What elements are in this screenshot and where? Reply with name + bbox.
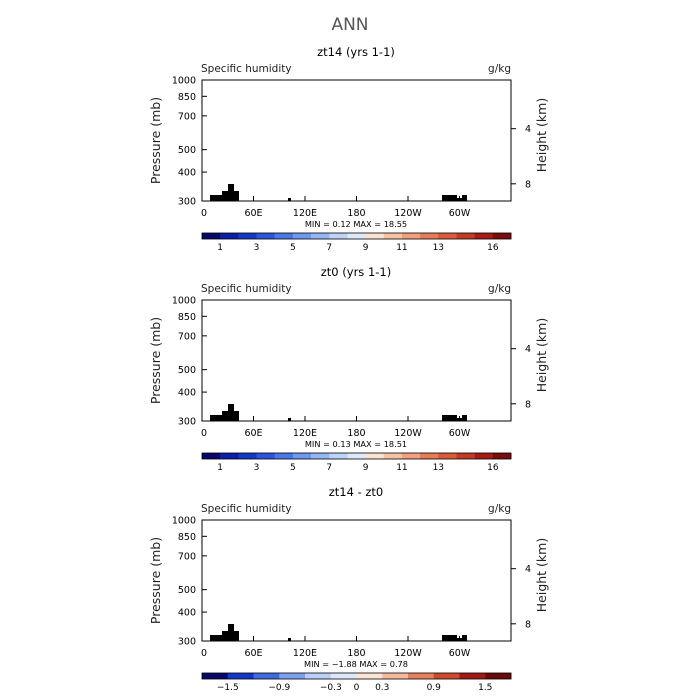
y-axis-right: 84 [511,124,531,190]
colorbar-swatch [274,233,294,239]
colorbar-swatch [365,233,385,239]
plot-frame [201,79,512,202]
colorbar-swatch [329,233,348,239]
y-axis-title: Pressure (mb) [148,97,163,184]
colorbar-swatch [220,233,239,239]
topography-mask [210,184,467,201]
colorbar-swatch [401,233,421,239]
colorbar-swatch [347,233,366,239]
colorbar-label: 9 [363,243,369,253]
colorbar-label: 13 [433,243,444,253]
y-axis-left: 300 400 500 700 850 1000 [172,76,207,208]
min-max-label: MIN = 0.12 MAX = 18.55 [305,219,407,229]
colorbar-swatch [311,233,330,239]
y-tick-label: 400 [178,168,196,179]
colorbar-label: 1 [217,243,223,253]
colorbar-label: 7 [326,243,332,253]
y-right-tick-label: 4 [525,124,531,135]
colorbar-label: 3 [254,243,260,253]
colorbar: 1 3 5 7 9 11 13 16 [201,232,512,253]
x-tick-label: 120W [394,208,422,219]
panel-2: zt0 (yrs 1-1)Specific humidity g/kg300400… [148,265,549,473]
units-label: g/kg [488,283,511,295]
y-tick-label: 500 [178,145,196,156]
variable-label: Specific humidity [201,63,292,75]
y-right-tick-label: 8 [525,179,531,190]
x-tick-label: 60W [449,208,471,219]
colorbar-swatch [202,233,221,239]
colorbar-swatch [474,233,494,239]
y-tick-label: 1000 [172,76,196,87]
colorbar-label: 5 [290,243,296,253]
x-tick-label: 120E [293,208,317,219]
y-tick-label: 850 [178,92,196,103]
colorbar-swatch [438,233,457,239]
panel-title: zt14 (yrs 1-1) [317,45,395,59]
colorbar-swatch [383,233,403,239]
colorbar-swatch [292,233,312,239]
panel-1: zt14 (yrs 1-1)Specific humidity g/kg30040… [148,45,549,253]
x-tick-label: 60E [244,208,262,219]
colorbar-swatch [256,233,276,239]
variable-label: Specific humidity [201,283,292,295]
colorbar-swatch [492,233,512,239]
y-tick-label: 300 [178,197,196,208]
colorbar-swatch [420,233,439,239]
colorbar-swatch [238,233,257,239]
y-right-axis-title: Height (km) [534,98,549,172]
colorbar-swatch [456,233,475,239]
figure-title: ANN [331,15,368,35]
x-tick-label: 0 [201,208,207,219]
panel-title: zt0 (yrs 1-1) [321,265,391,279]
colorbar-label: 11 [396,243,407,253]
x-tick-label: 180 [347,208,365,219]
panels-group: zt14 (yrs 1-1)Specific humidity g/kg30040… [148,45,549,693]
y-tick-label: 700 [178,111,196,122]
colorbar-label: 16 [487,243,499,253]
x-axis: 0 60E 120E 180 120W 60W [201,196,471,219]
units-label: g/kg [488,63,511,75]
colorbar-frame [201,232,512,240]
